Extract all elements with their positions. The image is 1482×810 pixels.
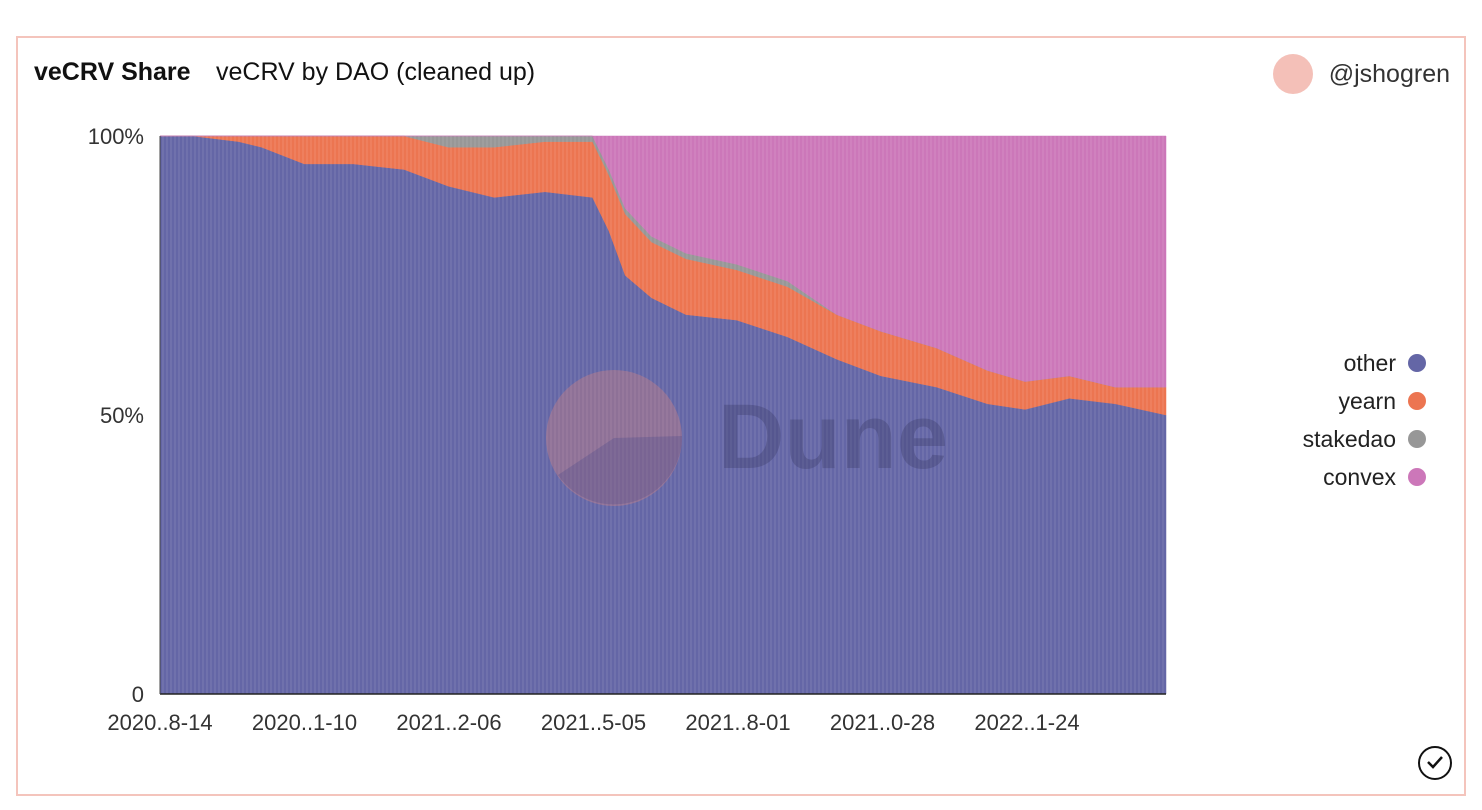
legend-label: stakedao	[1302, 425, 1396, 452]
legend-item-convex[interactable]: convex	[1303, 458, 1426, 496]
legend-item-stakedao[interactable]: stakedao	[1303, 420, 1426, 458]
x-tick-label: 2021..5-05	[541, 710, 646, 735]
x-tick-label: 2022..1-24	[974, 710, 1079, 735]
legend-item-yearn[interactable]: yearn	[1303, 382, 1426, 420]
legend-dot	[1408, 468, 1426, 486]
legend-dot	[1408, 392, 1426, 410]
dune-logo-wedge	[558, 436, 683, 505]
legend-label: yearn	[1338, 387, 1396, 414]
chart-card: veCRV Share veCRV by DAO (cleaned up) @j…	[16, 36, 1466, 796]
legend-label: convex	[1323, 463, 1396, 490]
dune-watermark: Dune	[546, 370, 948, 506]
dune-watermark-text: Dune	[718, 386, 948, 488]
y-tick-label: 0	[132, 682, 144, 707]
x-tick-label: 2021..8-01	[685, 710, 790, 735]
dune-logo-circle	[546, 370, 682, 506]
x-tick-label: 2020..8-14	[107, 710, 212, 735]
legend-label: other	[1343, 349, 1396, 376]
chart-title: veCRV Share	[34, 58, 191, 86]
x-tick-label: 2021..2-06	[396, 710, 501, 735]
legend-dot	[1408, 354, 1426, 372]
author-link[interactable]: @jshogren	[1272, 54, 1450, 94]
x-tick-label: 2020..1-10	[252, 710, 357, 735]
legend-item-other[interactable]: other	[1303, 344, 1426, 382]
stacked-area-chart: Dune 0 50% 100% 2020..8-14 2020..1-10 2021..2…	[88, 124, 1167, 735]
check-circle-icon[interactable]	[1418, 746, 1452, 780]
avatar[interactable]	[1272, 54, 1313, 94]
area-convex[interactable]	[160, 135, 1167, 388]
author-name[interactable]: @jshogren	[1328, 59, 1450, 88]
x-tick-label: 2021..0-28	[830, 710, 935, 735]
legend: other yearn stakedao convex	[1303, 344, 1426, 496]
legend-dot	[1408, 430, 1426, 448]
y-tick-label: 50%	[100, 403, 144, 428]
bar-texture	[162, 136, 1164, 694]
y-tick-label: 100%	[88, 124, 144, 149]
chart-subtitle[interactable]: veCRV by DAO (cleaned up)	[216, 58, 536, 86]
